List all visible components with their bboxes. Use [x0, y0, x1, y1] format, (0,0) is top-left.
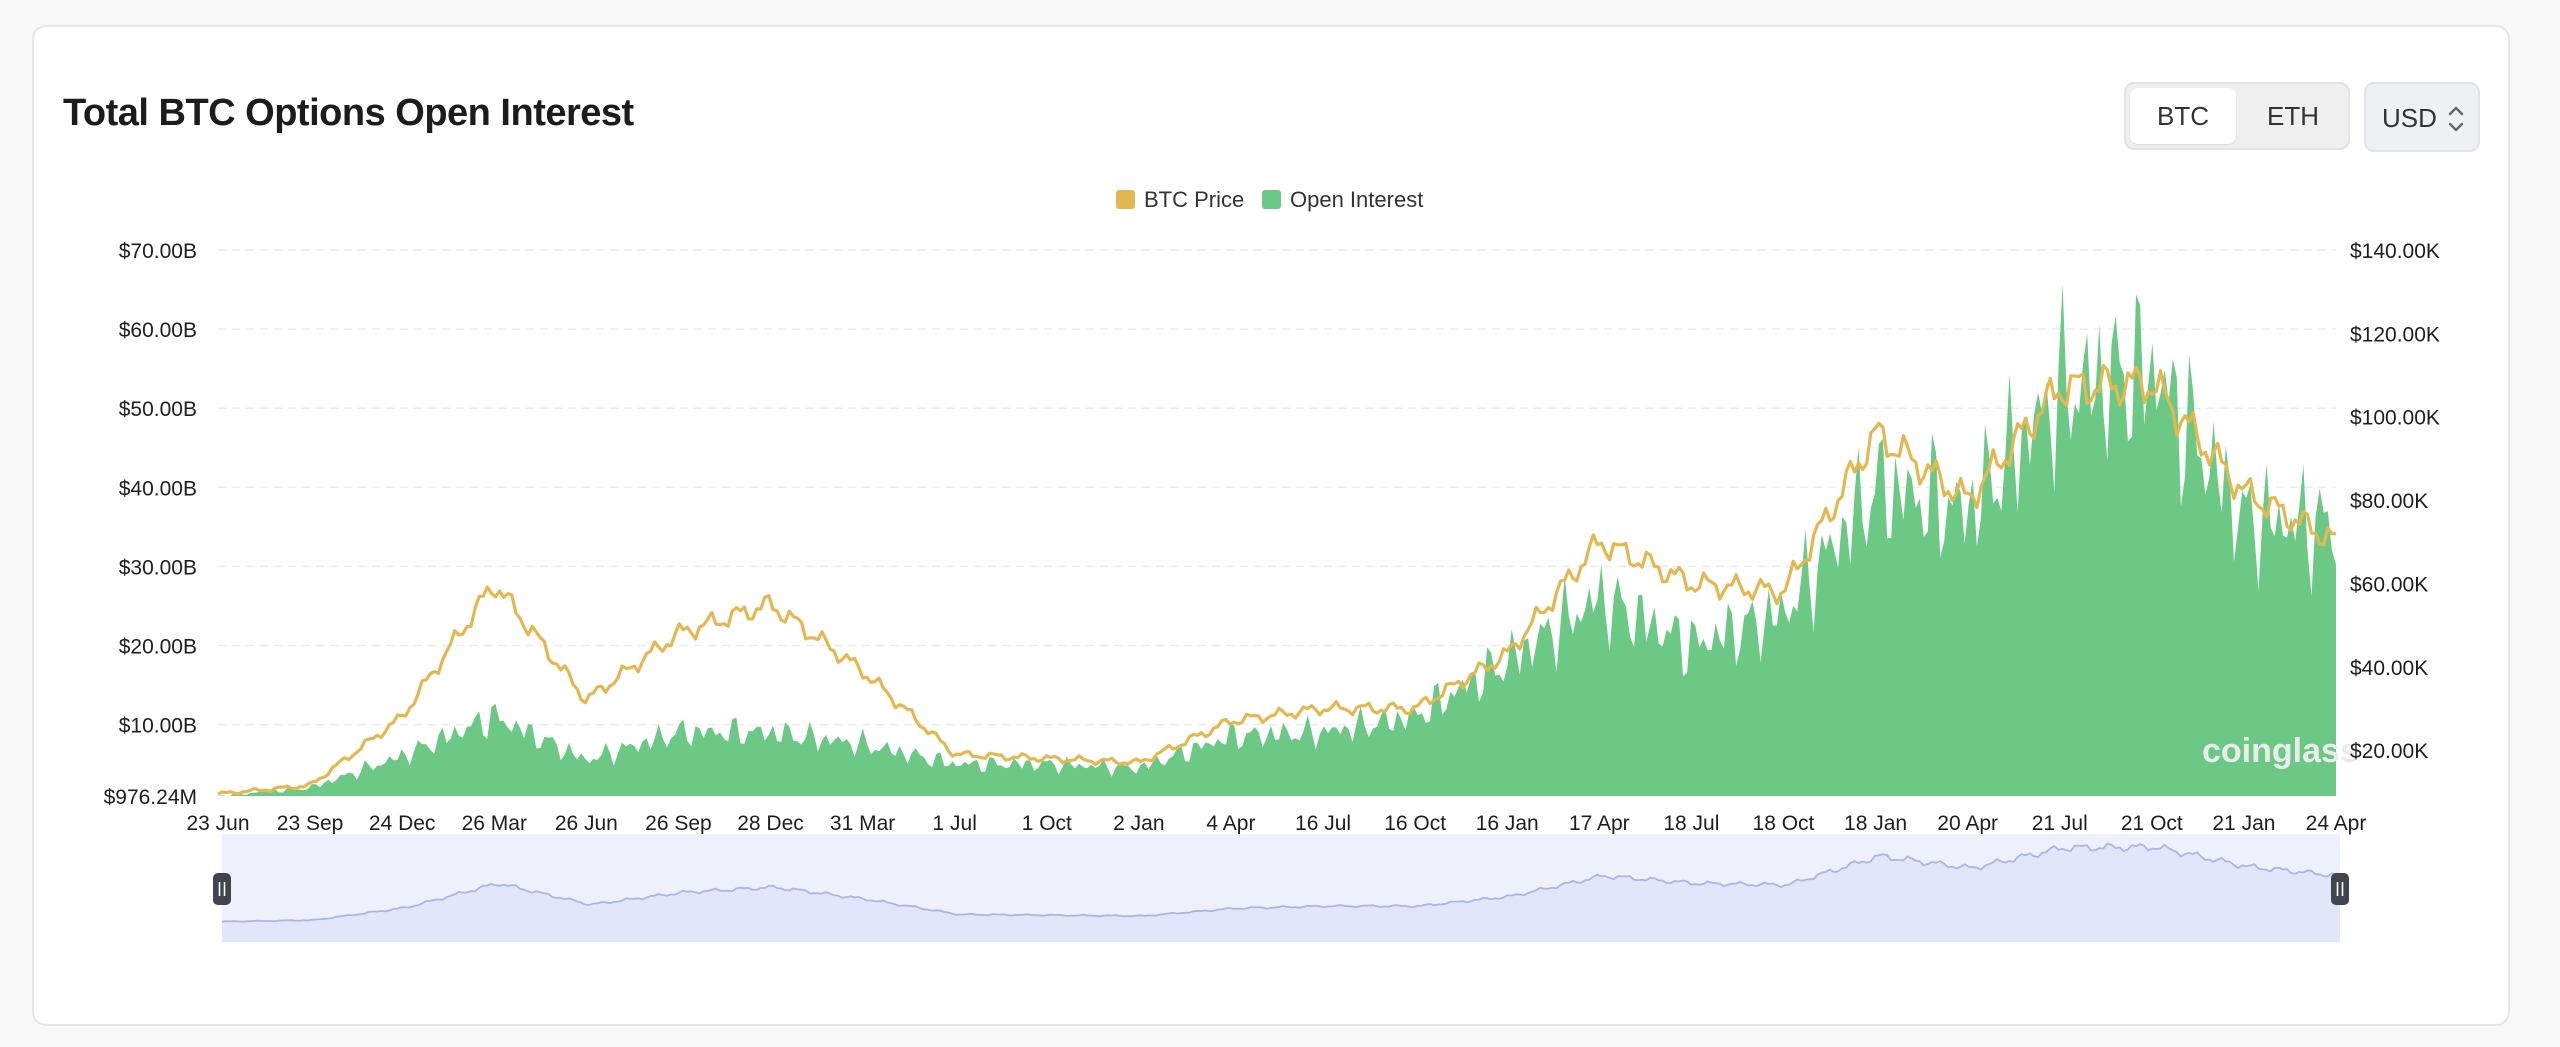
- x-tick-label: 28 Dec: [737, 812, 804, 835]
- x-tick-label: 16 Jul: [1295, 812, 1351, 835]
- y-left-tick-label: $40.00B: [119, 477, 197, 500]
- tab-eth[interactable]: ETH: [2267, 101, 2319, 131]
- legend-swatch-price: [1116, 190, 1135, 209]
- x-tick-label: 24 Apr: [2306, 812, 2367, 835]
- x-tick-label: 21 Jul: [2032, 812, 2088, 835]
- y-right-tick-label: $80.00K: [2350, 490, 2428, 513]
- x-tick-label: 17 Apr: [1569, 812, 1630, 835]
- x-tick-label: 23 Sep: [277, 812, 344, 835]
- open-interest-area: [218, 283, 2336, 796]
- legend: BTC Price Open Interest: [1116, 187, 1423, 212]
- series-btc-price: [217, 363, 2337, 796]
- legend-label-open-interest: Open Interest: [1290, 187, 1423, 212]
- x-tick-label: 21 Oct: [2121, 812, 2183, 835]
- navigator-area: [222, 843, 2340, 942]
- x-tick-label: 26 Mar: [462, 812, 527, 835]
- legend-label-price: BTC Price: [1144, 187, 1244, 212]
- page-title: Total BTC Options Open Interest: [63, 92, 634, 134]
- y-right-tick-label: $40.00K: [2350, 657, 2428, 680]
- range-navigator[interactable]: [213, 834, 2349, 942]
- x-tick-label: 1 Oct: [1022, 812, 1072, 835]
- y-left-tick-label: $976.24M: [104, 786, 197, 809]
- chevron-up-down-icon: [2448, 106, 2464, 132]
- x-tick-label: 21 Jan: [2212, 812, 2275, 835]
- asset-toggle: BTC ETH: [2124, 82, 2350, 150]
- x-tick-label: 18 Jul: [1663, 812, 1719, 835]
- left-axis: $976.24M $10.00B $20.00B $30.00B $40.00B $50.…: [104, 240, 197, 809]
- x-tick-label: 24 Dec: [369, 812, 436, 835]
- y-right-tick-label: $20.00K: [2350, 740, 2428, 763]
- x-tick-label: 23 Jun: [186, 812, 249, 835]
- x-tick-label: 26 Sep: [645, 812, 712, 835]
- x-tick-label: 18 Jan: [1844, 812, 1907, 835]
- x-tick-label: 16 Oct: [1384, 812, 1446, 835]
- x-tick-label: 18 Oct: [1753, 812, 1815, 835]
- watermark: coinglass: [2202, 732, 2359, 770]
- currency-select[interactable]: USD: [2364, 82, 2480, 152]
- legend-swatch-open-interest: [1262, 190, 1281, 209]
- navigator-handle-right[interactable]: [2331, 873, 2349, 905]
- y-right-tick-label: $60.00K: [2350, 573, 2428, 596]
- y-left-tick-label: $50.00B: [119, 398, 197, 421]
- tab-btc[interactable]: BTC: [2130, 88, 2236, 144]
- right-axis: $20.00K $40.00K $60.00K $80.00K $100.00K $120…: [2350, 240, 2440, 763]
- x-tick-label: 26 Jun: [555, 812, 618, 835]
- series-points: [217, 368, 2337, 796]
- x-tick-label: 16 Jan: [1476, 812, 1539, 835]
- series-open-interest: [218, 283, 2336, 796]
- x-tick-label: 1 Jul: [933, 812, 977, 835]
- currency-label: USD: [2382, 103, 2437, 133]
- y-left-tick-label: $10.00B: [119, 715, 197, 738]
- y-left-tick-label: $20.00B: [119, 636, 197, 659]
- x-tick-label: 31 Mar: [830, 812, 895, 835]
- x-tick-label: 4 Apr: [1206, 812, 1255, 835]
- legend-item-open-interest[interactable]: Open Interest: [1262, 187, 1423, 212]
- y-right-tick-label: $100.00K: [2350, 407, 2440, 430]
- btc-price-line: [217, 363, 2337, 796]
- y-right-tick-label: $120.00K: [2350, 323, 2440, 346]
- y-left-tick-label: $70.00B: [119, 240, 197, 263]
- navigator-handle-left[interactable]: [213, 873, 231, 905]
- x-tick-label: 20 Apr: [1937, 812, 1998, 835]
- y-right-tick-label: $140.00K: [2350, 240, 2440, 263]
- x-axis: 23 Jun 23 Sep 24 Dec 26 Mar 26 Jun 26 Sep 28 D…: [186, 812, 2366, 835]
- x-tick-label: 2 Jan: [1113, 812, 1164, 835]
- y-left-tick-label: $30.00B: [119, 556, 197, 579]
- legend-item-price[interactable]: BTC Price: [1116, 187, 1244, 212]
- navigator-line: [221, 842, 2341, 923]
- y-left-tick-label: $60.00B: [119, 319, 197, 342]
